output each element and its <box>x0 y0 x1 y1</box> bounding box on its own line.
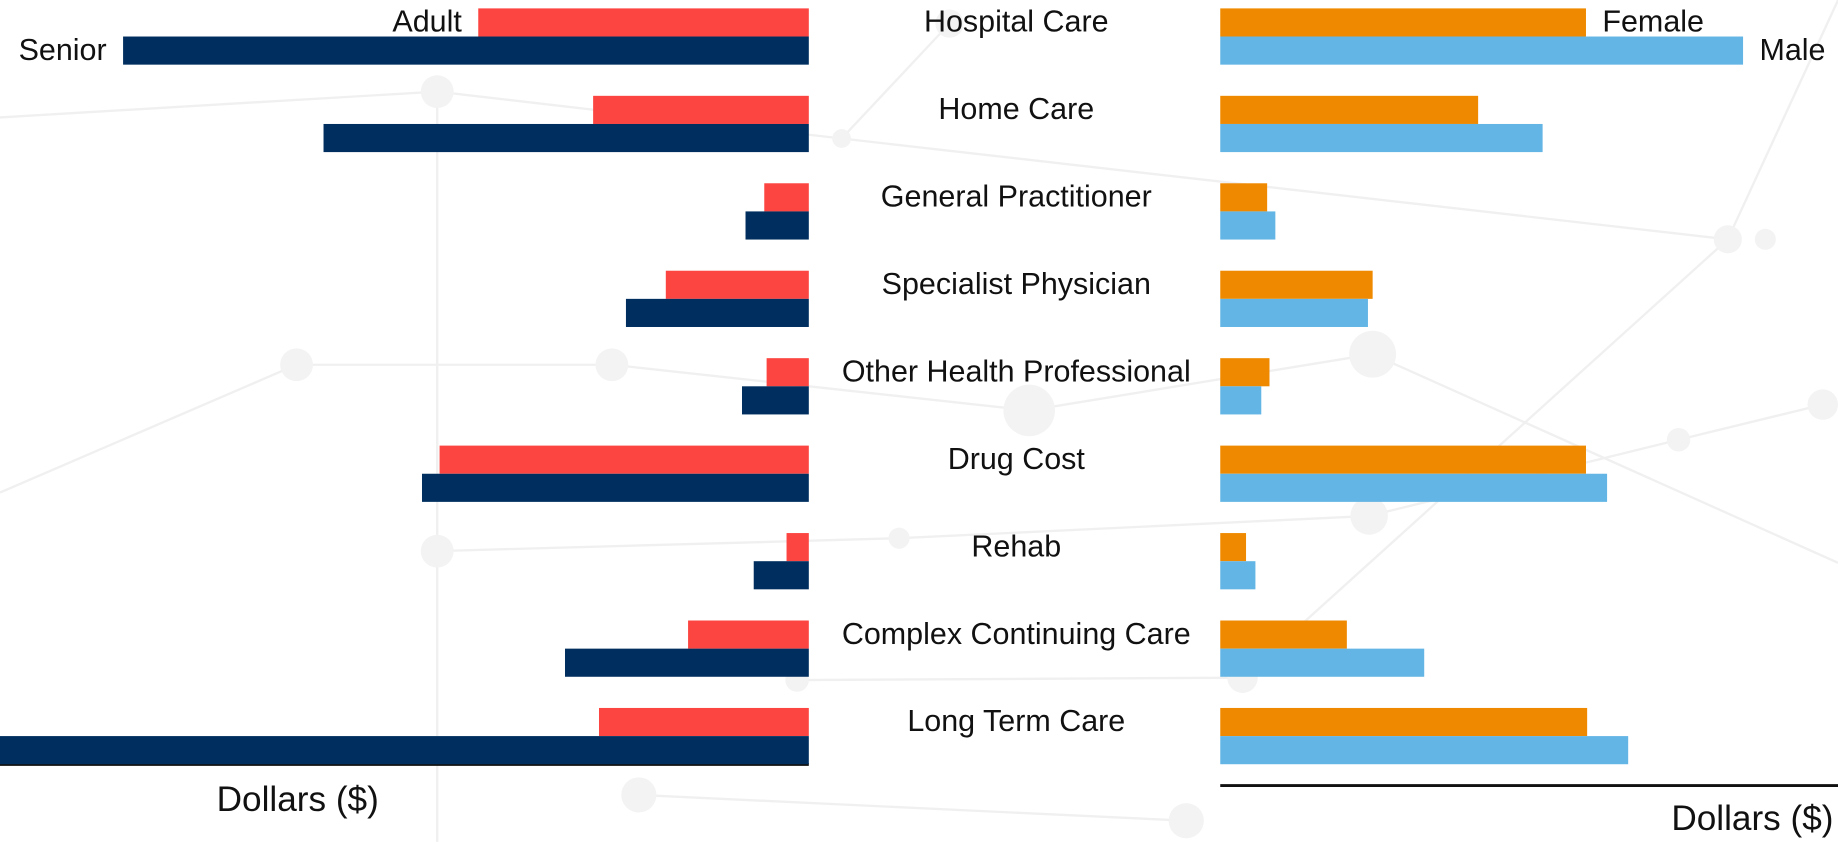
bar <box>1220 533 1247 562</box>
bar <box>1220 561 1256 590</box>
legend-label: Male <box>1759 33 1825 67</box>
category-label: Rehab <box>971 529 1061 563</box>
bar <box>323 123 809 153</box>
legend-label: Female <box>1602 5 1704 39</box>
bar <box>598 707 809 737</box>
bar <box>1220 358 1270 387</box>
category-label: General Practitioner <box>881 180 1152 214</box>
bar <box>123 36 809 65</box>
bar <box>1220 473 1608 502</box>
bar <box>741 386 809 415</box>
bar <box>439 445 809 474</box>
bar <box>1220 36 1744 65</box>
category-label: Hospital Care <box>924 5 1109 39</box>
bar <box>786 533 809 562</box>
bar <box>753 561 809 590</box>
bar <box>1220 95 1479 124</box>
category-label: Other Health Professional <box>842 354 1191 388</box>
bar <box>665 270 809 299</box>
bar <box>764 183 809 212</box>
bar <box>0 736 809 765</box>
bar <box>1220 445 1586 474</box>
category-label: Home Care <box>938 92 1094 126</box>
x-axis-label: Dollars ($) <box>1671 799 1833 838</box>
bar <box>1220 270 1373 299</box>
bar <box>1220 123 1543 153</box>
bar <box>745 211 809 240</box>
bar <box>1220 8 1586 37</box>
bar <box>1220 620 1347 649</box>
category-label: Long Term Care <box>907 704 1125 738</box>
bar <box>1220 211 1276 240</box>
bar <box>421 473 809 502</box>
bar <box>766 358 809 387</box>
legend-label: Senior <box>19 33 107 67</box>
category-label: Drug Cost <box>948 442 1086 476</box>
category-label: Specialist Physician <box>882 267 1151 301</box>
category-label: Complex Continuing Care <box>842 617 1191 651</box>
bar <box>688 620 809 649</box>
bar <box>1220 707 1588 737</box>
legend-label: Adult <box>392 5 462 39</box>
bar <box>564 648 809 677</box>
x-axis-label: Dollars ($) <box>217 780 379 819</box>
bar <box>625 298 809 327</box>
bar <box>1220 183 1268 212</box>
bar <box>593 95 809 124</box>
bar <box>1220 736 1629 765</box>
bar <box>1220 386 1262 415</box>
bar <box>1220 298 1368 327</box>
bar <box>478 8 809 37</box>
bar <box>1220 648 1425 677</box>
